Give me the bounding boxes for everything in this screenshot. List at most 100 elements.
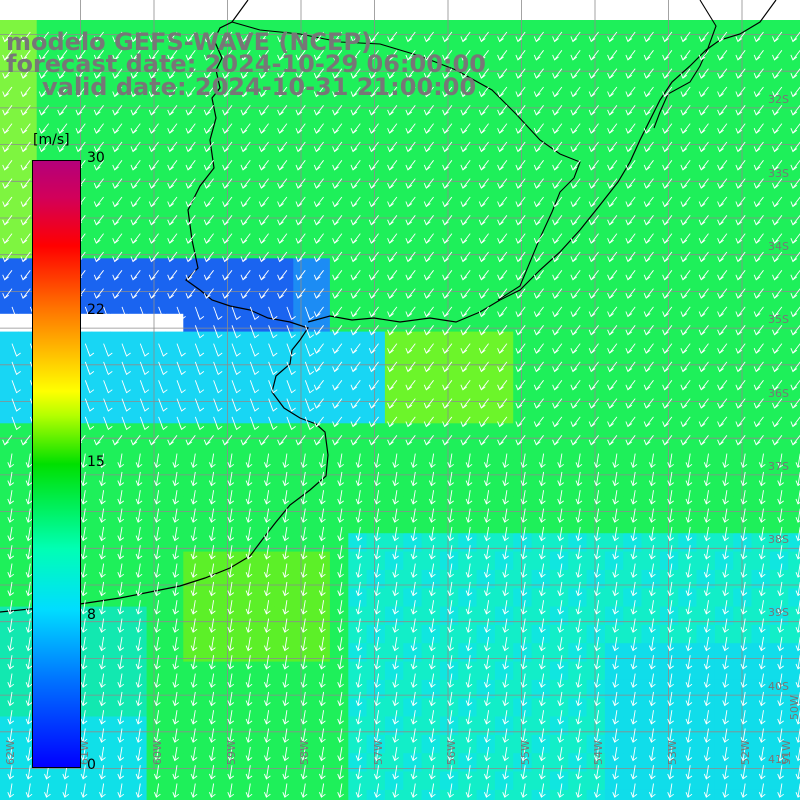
wind-cell <box>788 551 800 571</box>
wind-arrow <box>772 380 783 391</box>
wind-cell <box>494 75 514 94</box>
wind-cell <box>733 240 753 259</box>
wind-arrow <box>552 141 563 153</box>
wind-cell <box>458 661 478 681</box>
wind-arrow <box>557 710 564 725</box>
wind-cell <box>91 203 111 223</box>
wind-arrow <box>80 636 88 652</box>
wind-cell <box>403 258 423 278</box>
wind-cell <box>366 75 386 94</box>
wind-cell <box>403 643 423 663</box>
wind-arrow <box>313 270 324 281</box>
wind-arrow <box>332 435 343 446</box>
wind-cell <box>788 276 800 296</box>
wind-cell <box>238 294 258 314</box>
wind-cell <box>769 716 789 736</box>
wind-arrow <box>612 655 619 670</box>
wind-cell <box>165 753 184 773</box>
wind-arrow <box>222 288 233 299</box>
wind-arrow <box>538 563 546 578</box>
wind-cell <box>274 624 294 644</box>
wind-arrow <box>667 783 674 798</box>
wind-cell <box>678 533 698 553</box>
wind-arrow <box>478 380 489 391</box>
wind-arrow <box>313 416 324 428</box>
wind-cell <box>659 185 679 204</box>
wind-cell <box>751 258 771 278</box>
wind-arrow <box>130 251 141 263</box>
wind-cell <box>769 313 789 333</box>
wind-arrow <box>304 380 315 394</box>
wind-cell <box>238 624 258 644</box>
wind-arrow <box>387 380 398 391</box>
wind-arrow <box>355 691 363 707</box>
wind-arrow <box>117 545 125 560</box>
wind-cell <box>220 441 239 461</box>
wind-cell <box>714 679 734 699</box>
wind-cell <box>110 349 129 369</box>
wind-arrow <box>318 563 326 578</box>
wind-cell <box>586 789 606 800</box>
wind-arrow <box>318 453 326 469</box>
wind-arrow <box>423 270 434 281</box>
wind-arrow <box>648 783 656 798</box>
wind-arrow <box>135 563 143 578</box>
wind-arrow <box>772 105 783 116</box>
wind-arrow <box>698 288 709 299</box>
wind-arrow <box>286 325 296 339</box>
wind-arrow <box>277 31 288 43</box>
wind-arrow <box>483 581 491 597</box>
wind-cell <box>696 441 716 461</box>
wind-cell <box>220 533 239 553</box>
wind-arrow <box>112 86 123 98</box>
wind-cell <box>769 404 789 424</box>
wind-cell <box>421 203 441 223</box>
wind-arrow <box>643 178 654 189</box>
wind-arrow <box>648 581 656 597</box>
wind-arrow <box>483 746 491 762</box>
wind-cell <box>568 734 588 754</box>
wind-cell <box>128 514 148 534</box>
wind-cell <box>458 588 478 608</box>
wind-arrow <box>208 563 216 578</box>
wind-cell <box>366 551 386 571</box>
wind-arrow <box>25 673 33 688</box>
wind-cell <box>513 240 533 259</box>
wind-cell <box>0 368 19 388</box>
wind-cell <box>513 771 533 791</box>
wind-arrow <box>245 581 253 597</box>
wind-cell <box>568 789 588 800</box>
lat-label-33s: 33S <box>768 167 789 180</box>
wind-cell <box>0 404 19 424</box>
wind-cell <box>696 349 716 369</box>
wind-arrow <box>80 783 88 798</box>
wind-cell <box>348 716 368 736</box>
wind-cell <box>0 294 19 314</box>
wind-arrow <box>130 31 141 43</box>
wind-arrow <box>139 361 150 376</box>
wind-arrow <box>263 600 271 615</box>
wind-arrow <box>497 105 508 116</box>
wind-arrow <box>117 655 125 670</box>
wind-arrow <box>520 728 528 743</box>
wind-arrow <box>552 361 563 373</box>
wind-cell <box>659 349 679 369</box>
wind-cell <box>568 441 588 461</box>
wind-arrow <box>588 251 599 263</box>
wind-arrow <box>263 691 271 707</box>
wind-cell <box>476 423 496 443</box>
wind-cell <box>641 459 661 479</box>
wind-arrow <box>772 306 783 318</box>
wind-arrow <box>753 325 764 336</box>
wind-cell <box>366 624 386 644</box>
wind-arrow <box>625 416 636 428</box>
wind-arrow <box>722 581 729 597</box>
lat-label-38s: 38S <box>768 533 789 546</box>
wind-arrow <box>153 581 161 597</box>
wind-arrow <box>588 215 599 226</box>
wind-cell <box>476 643 496 663</box>
wind-arrow <box>213 325 223 339</box>
wind-arrow <box>203 251 214 263</box>
wind-arrow <box>93 68 104 79</box>
